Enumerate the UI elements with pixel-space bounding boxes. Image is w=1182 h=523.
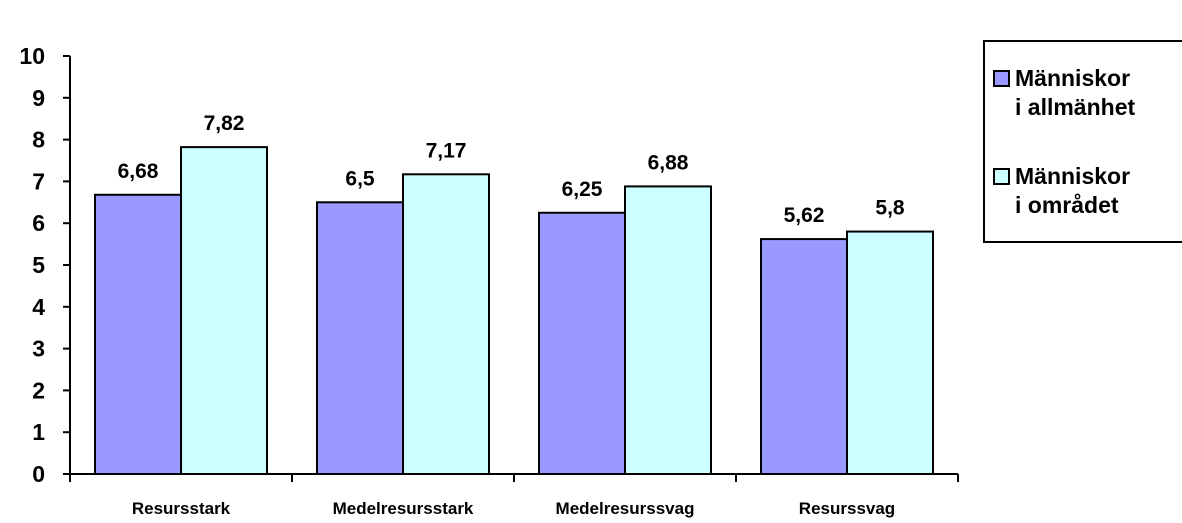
bar bbox=[760, 238, 848, 475]
x-tick-label: Medelresurssvag bbox=[556, 499, 695, 518]
y-tick-label: 9 bbox=[32, 85, 45, 111]
bar bbox=[538, 211, 626, 475]
data-label: 6,88 bbox=[648, 151, 689, 174]
y-tick-label: 6 bbox=[32, 210, 45, 236]
y-tick-label: 7 bbox=[32, 168, 45, 194]
legend-label-allmanhet: Människor i allmänhet bbox=[1015, 65, 1136, 120]
data-label: 5,8 bbox=[875, 197, 905, 220]
data-label: 6,5 bbox=[345, 167, 375, 190]
data-label: 6,25 bbox=[562, 178, 603, 201]
bar bbox=[180, 146, 268, 475]
y-tick-label: 2 bbox=[32, 377, 45, 403]
y-tick-label: 5 bbox=[32, 252, 45, 278]
legend-item-omradet: Människor i området bbox=[993, 162, 1130, 220]
bar bbox=[402, 173, 490, 475]
data-label: 7,82 bbox=[204, 112, 245, 135]
bar bbox=[94, 193, 182, 475]
x-tick-label: Medelresursstark bbox=[333, 499, 474, 518]
x-tick-label: Resursstark bbox=[132, 499, 231, 518]
x-tick-label: Resurssvag bbox=[799, 499, 895, 518]
y-tick-label: 1 bbox=[32, 419, 45, 445]
data-label: 5,62 bbox=[784, 204, 825, 227]
bar bbox=[316, 201, 404, 476]
bar bbox=[624, 185, 712, 476]
legend-swatch-omradet bbox=[993, 168, 1010, 185]
legend-item-allmanhet: Människor i allmänhet bbox=[993, 64, 1135, 122]
bar bbox=[846, 230, 934, 475]
y-tick-label: 8 bbox=[32, 127, 45, 153]
data-label: 6,68 bbox=[118, 160, 159, 183]
y-tick-label: 3 bbox=[32, 336, 45, 362]
y-tick-label: 10 bbox=[19, 43, 45, 69]
legend: Människor i allmänhet Människor i område… bbox=[983, 40, 1182, 243]
legend-label-omradet: Människor i området bbox=[1015, 163, 1131, 218]
legend-swatch-allmanhet bbox=[993, 70, 1010, 87]
y-tick-label: 0 bbox=[32, 461, 45, 487]
data-label: 7,17 bbox=[426, 139, 467, 162]
y-tick-label: 4 bbox=[32, 294, 45, 320]
